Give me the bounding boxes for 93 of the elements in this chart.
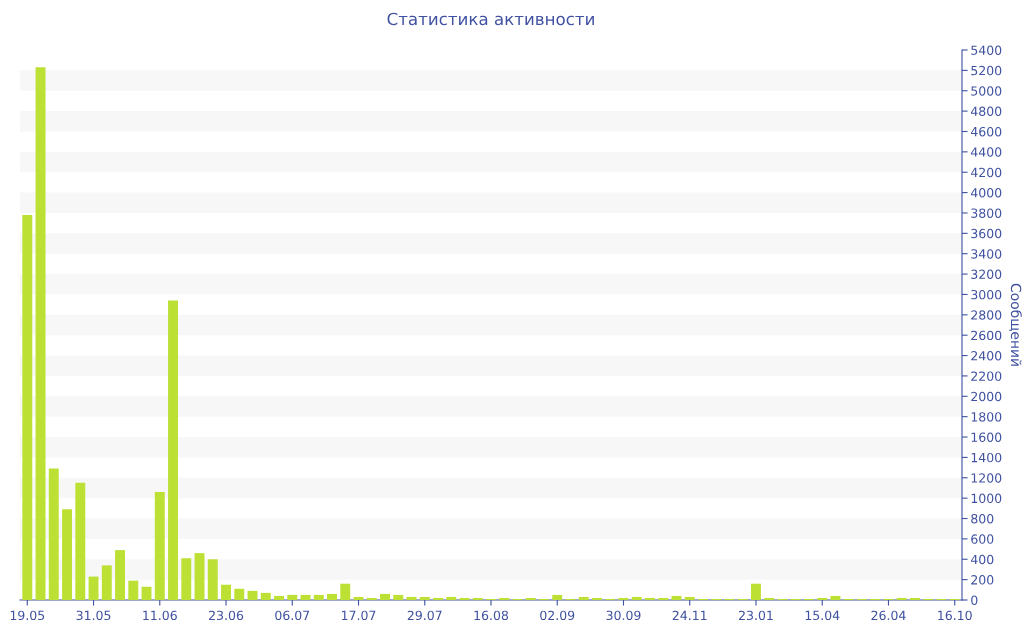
bar xyxy=(419,596,430,600)
bar xyxy=(207,559,218,600)
x-tick-label: 06.07 xyxy=(275,610,310,621)
y-tick-label: 1400 xyxy=(971,452,1002,463)
y-tick-label: 2800 xyxy=(971,310,1002,320)
y-tick-label: 2200 xyxy=(971,371,1002,381)
bar xyxy=(221,584,231,600)
bar xyxy=(48,468,59,600)
bar xyxy=(194,553,205,600)
bar xyxy=(910,597,920,600)
bar xyxy=(115,550,125,600)
bar xyxy=(552,594,563,600)
bar xyxy=(168,300,178,600)
bar xyxy=(817,597,828,600)
bar xyxy=(380,593,390,600)
x-tick-label: 24.11 xyxy=(672,610,707,620)
x-tick-label: 11.06 xyxy=(143,610,177,621)
y-tick-label: 2000 xyxy=(971,391,1002,402)
y-tick-label: 1800 xyxy=(971,412,1002,422)
y-tick-label: 3600 xyxy=(971,228,1002,239)
bar xyxy=(101,565,112,600)
bar xyxy=(499,597,510,600)
bar xyxy=(592,597,602,600)
bar xyxy=(459,597,470,600)
x-tick-label: 16.10 xyxy=(938,610,972,621)
bar xyxy=(618,597,629,600)
x-tick-label: 23.01 xyxy=(739,610,773,621)
x-tick-label: 30.09 xyxy=(606,610,641,621)
bar xyxy=(22,215,33,600)
x-tick-label: 26.04 xyxy=(871,610,906,621)
bar xyxy=(181,558,192,600)
y-tick-label: 1200 xyxy=(971,473,1002,483)
y-tick-label: 4800 xyxy=(970,106,1002,117)
y-tick-label: 200 xyxy=(971,575,994,585)
x-tick-label: 17.07 xyxy=(341,610,376,621)
y-tick-label: 3000 xyxy=(971,289,1002,300)
bar xyxy=(393,594,404,600)
bar xyxy=(751,583,761,600)
bar xyxy=(234,588,245,600)
bar xyxy=(327,593,337,600)
y-tick-label: 4600 xyxy=(970,126,1002,137)
bar xyxy=(830,595,841,600)
bar xyxy=(671,595,682,600)
y-axis-title: Сообщений xyxy=(1009,283,1022,366)
bar xyxy=(472,597,483,600)
bar xyxy=(35,67,46,600)
bar xyxy=(446,596,457,600)
y-tick-label: 1000 xyxy=(971,493,1002,504)
y-tick-label: 2400 xyxy=(971,351,1002,361)
bar xyxy=(433,597,443,600)
x-tick-label: 31.05 xyxy=(76,610,111,621)
x-tick-label: 29.07 xyxy=(407,610,442,621)
bar xyxy=(62,509,72,600)
bar xyxy=(353,596,364,600)
y-tick-label: 2600 xyxy=(971,330,1002,341)
bar xyxy=(260,592,271,600)
x-tick-label: 02.09 xyxy=(540,610,575,621)
y-tick-label: 0 xyxy=(971,595,978,605)
bar xyxy=(313,594,324,600)
x-tick-label: 15.04 xyxy=(805,610,840,621)
y-tick-label: 3800 xyxy=(971,208,1002,218)
y-tick-label: 800 xyxy=(971,513,994,524)
bar xyxy=(406,596,417,600)
chart-title: Статистика активности xyxy=(387,12,594,26)
x-tick-label: 16.08 xyxy=(474,610,509,621)
bar xyxy=(896,597,907,600)
bar xyxy=(366,597,377,600)
bar xyxy=(287,594,298,600)
y-tick-label: 4000 xyxy=(970,188,1002,198)
bar xyxy=(525,597,536,600)
y-tick-label: 600 xyxy=(971,534,994,544)
y-tick-label: 1600 xyxy=(971,432,1002,442)
y-tick-label: 4400 xyxy=(970,147,1002,157)
x-tick-label: 23.06 xyxy=(209,610,244,621)
y-tick-label: 5000 xyxy=(971,86,1002,96)
bar xyxy=(340,583,351,600)
bar xyxy=(764,597,775,600)
y-tick-label: 3400 xyxy=(971,249,1002,259)
bar xyxy=(658,597,669,600)
y-tick-label: 4200 xyxy=(970,167,1002,178)
bar xyxy=(128,580,139,600)
y-tick-label: 3200 xyxy=(971,269,1002,279)
bar xyxy=(274,595,284,600)
bar xyxy=(684,596,695,600)
x-tick-label: 19.05 xyxy=(10,610,45,621)
y-tick-label: 400 xyxy=(970,554,994,565)
bar xyxy=(75,482,86,600)
bar xyxy=(578,596,589,600)
y-tick-label: 5400 xyxy=(971,45,1002,55)
y-tick-label: 5200 xyxy=(971,65,1002,76)
bar xyxy=(645,597,655,600)
bar xyxy=(154,492,165,600)
bar xyxy=(631,596,642,600)
